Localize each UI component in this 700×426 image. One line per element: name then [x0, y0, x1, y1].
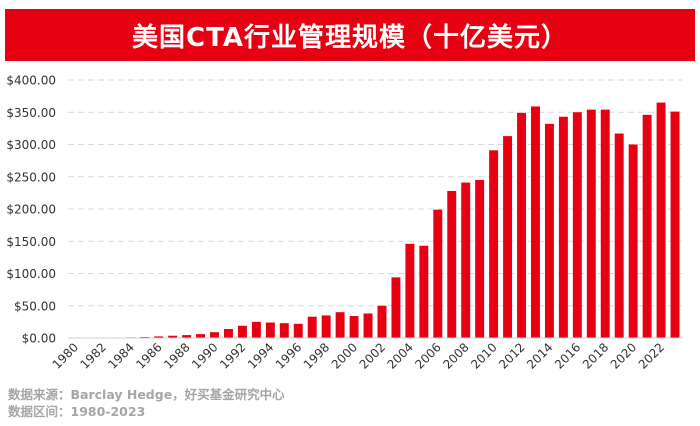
bar-2017 [586, 109, 596, 338]
bars [70, 102, 680, 339]
bar-2019 [614, 133, 624, 338]
x-tick-label: 2010 [468, 340, 499, 371]
bar-1999 [335, 312, 345, 338]
x-tick-label: 1998 [301, 340, 332, 371]
bar-2018 [600, 109, 610, 338]
bar-2001 [363, 313, 373, 338]
bar-1996 [293, 323, 303, 338]
bar-2010 [489, 150, 499, 338]
bar-2008 [461, 182, 471, 338]
y-tick-label: $350.00 [6, 106, 56, 120]
y-tick-label: $150.00 [6, 235, 56, 249]
x-tick-label: 1990 [189, 340, 220, 371]
bar-2009 [475, 179, 485, 338]
x-axis-ticks: 1980198219841986198819901992199419961998… [50, 340, 668, 371]
x-tick-label: 2008 [440, 340, 471, 371]
y-tick-label: $100.00 [6, 267, 56, 281]
x-tick-label: 2002 [357, 340, 388, 371]
bar-1986 [154, 336, 164, 338]
bar-2002 [377, 305, 387, 338]
bar-1993 [251, 321, 261, 339]
x-tick-label: 2006 [412, 340, 443, 371]
x-tick-label: 1982 [78, 340, 109, 371]
chart-title: 美国CTA行业管理规模（十亿美元） [132, 22, 568, 53]
bar-1998 [321, 315, 331, 338]
bar-1997 [307, 316, 317, 338]
x-tick-label: 1992 [217, 340, 248, 371]
source-note: 数据来源：Barclay Hedge，好买基金研究中心 [8, 387, 285, 402]
bar-2006 [433, 209, 443, 338]
x-tick-label: 1994 [245, 340, 276, 371]
x-tick-label: 1984 [105, 340, 136, 371]
footer-notes: 数据来源：Barclay Hedge，好买基金研究中心 数据区间：1980-20… [8, 386, 285, 420]
bar-1992 [237, 325, 247, 338]
bar-2016 [572, 112, 582, 338]
bar-2021 [642, 114, 652, 338]
y-tick-label: $300.00 [6, 138, 56, 152]
bar-2003 [391, 277, 401, 338]
bar-1989 [196, 334, 206, 338]
bar-2014 [544, 123, 554, 338]
x-tick-label: 2000 [329, 340, 360, 371]
y-tick-label: $200.00 [6, 203, 56, 217]
x-tick-label: 2004 [385, 340, 416, 371]
y-tick-label: $50.00 [14, 299, 56, 313]
x-tick-label: 2016 [552, 340, 583, 371]
bar-2015 [558, 116, 568, 338]
bar-1995 [279, 323, 289, 338]
bar-1990 [210, 332, 219, 338]
x-tick-label: 2014 [524, 340, 555, 371]
y-tick-label: $250.00 [6, 170, 56, 184]
bar-1987 [168, 335, 178, 338]
x-tick-label: 2018 [580, 340, 611, 371]
bar-2007 [447, 190, 457, 338]
bar-2022 [656, 102, 666, 338]
x-tick-label: 1986 [133, 340, 164, 371]
title-banner: 美国CTA行业管理规模（十亿美元） [5, 9, 695, 61]
bar-2011 [503, 136, 513, 338]
x-tick-label: 1996 [273, 340, 304, 371]
bar-2005 [419, 245, 429, 338]
x-tick-label: 2012 [496, 340, 527, 371]
y-tick-label: $0.00 [22, 332, 56, 346]
x-tick-label: 2022 [636, 340, 667, 371]
y-tick-label: $400.00 [6, 74, 56, 88]
x-tick-label: 2020 [608, 340, 639, 371]
bar-1994 [265, 322, 275, 338]
bar-1988 [182, 335, 192, 338]
bar-2000 [349, 316, 359, 338]
x-tick-label: 1988 [161, 340, 192, 371]
bar-1991 [224, 328, 233, 338]
y-axis-ticks: $0.00 $50.00 $100.00 $150.00 $200.00 $250.00 $… [6, 74, 56, 346]
bar-2012 [517, 112, 526, 338]
range-note: 数据区间：1980-2023 [8, 404, 146, 419]
bar-chart: $0.00 $50.00 $100.00 $150.00 $200.00 $250.00 $… [6, 74, 682, 372]
bar-2013 [531, 106, 540, 338]
bar-2004 [405, 243, 415, 338]
bar-2020 [628, 144, 638, 338]
bar-2023 [670, 111, 680, 338]
